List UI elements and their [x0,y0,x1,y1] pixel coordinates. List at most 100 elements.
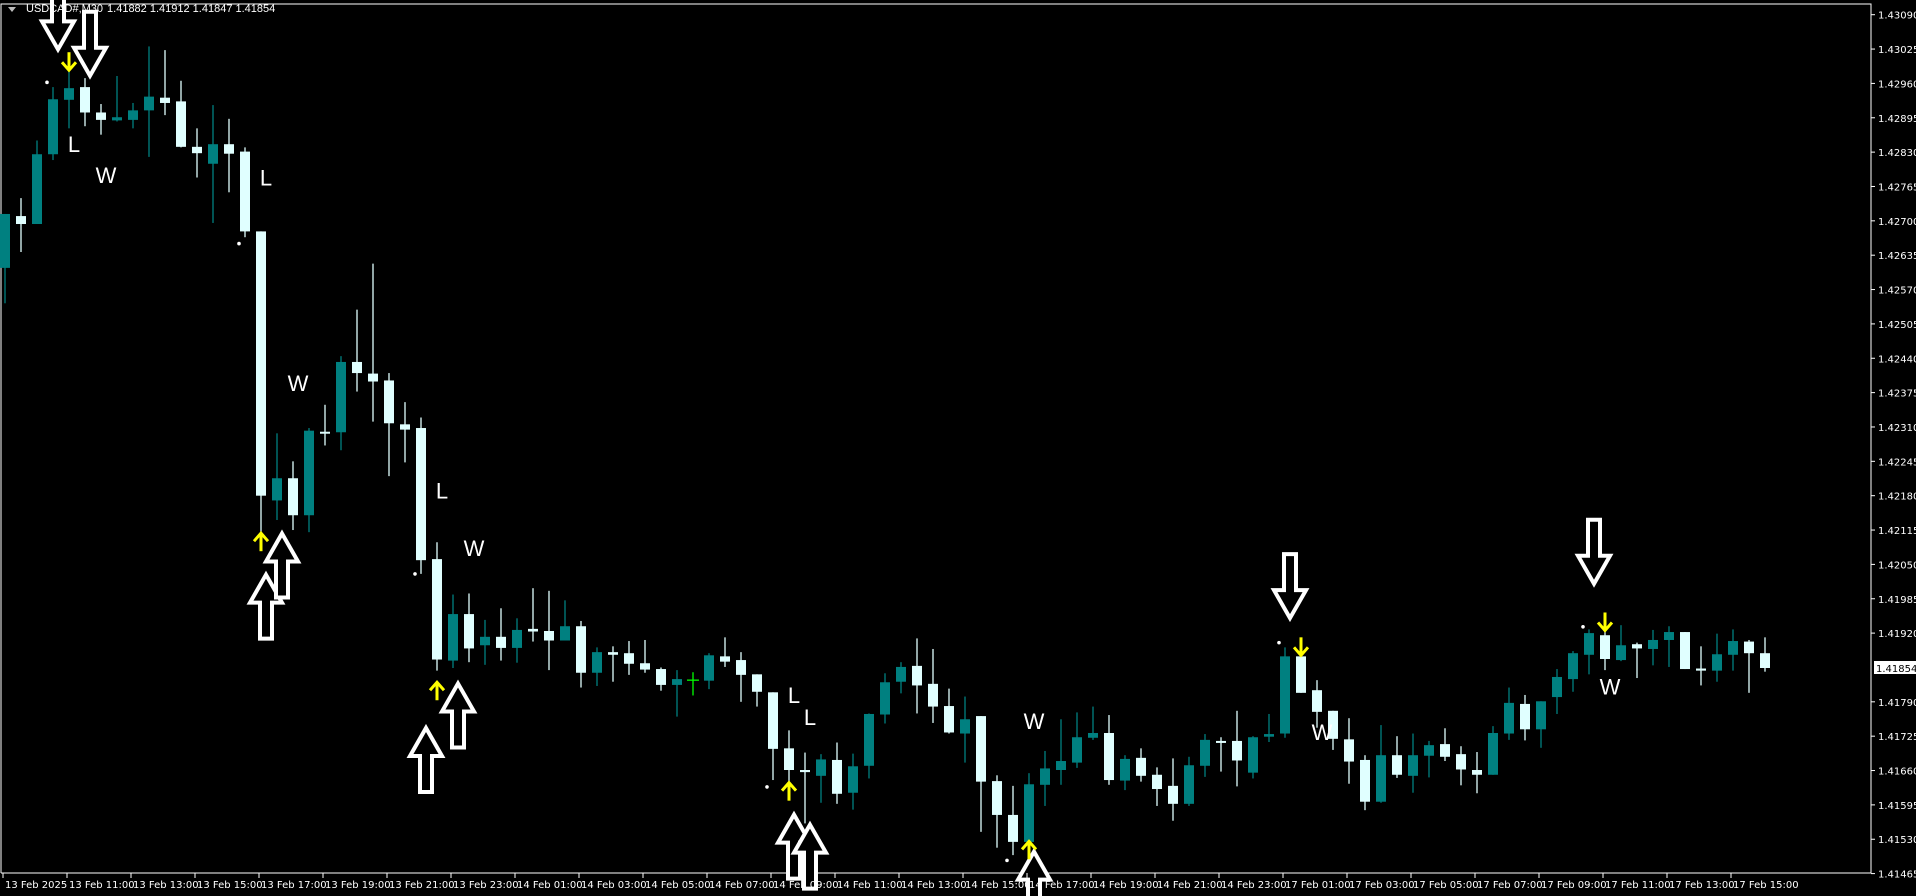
candle[interactable] [1648,629,1658,666]
candle[interactable] [528,588,538,642]
candle[interactable] [1440,728,1450,762]
candle[interactable] [1152,767,1162,806]
candle[interactable] [112,76,122,122]
candle[interactable] [432,542,442,671]
candle[interactable] [240,147,250,238]
candle[interactable] [928,648,938,723]
candle[interactable] [1168,758,1178,821]
candle[interactable] [800,752,810,824]
candle[interactable] [1040,750,1050,806]
candle[interactable] [592,647,602,686]
candle[interactable] [512,618,522,663]
candle[interactable] [1632,642,1642,679]
candle[interactable] [720,637,730,667]
candle[interactable] [1616,625,1626,662]
candle[interactable] [832,742,842,804]
candle[interactable] [368,263,378,422]
candle[interactable] [1296,656,1306,693]
candle[interactable] [1408,733,1418,793]
candle[interactable] [416,417,426,574]
candle[interactable] [784,730,794,784]
collapse-triangle-icon[interactable] [8,6,16,12]
candle[interactable] [608,646,618,682]
candle[interactable] [624,641,634,675]
candle[interactable] [1328,710,1338,750]
candle[interactable] [1088,706,1098,740]
candle[interactable] [208,105,218,223]
candle[interactable] [496,608,506,661]
candle[interactable] [256,231,266,539]
candle[interactable] [1568,651,1578,692]
candle[interactable] [192,128,202,178]
candle[interactable] [64,69,74,129]
candle[interactable] [896,662,906,694]
candle[interactable] [752,674,762,707]
candle[interactable] [912,638,922,714]
candle[interactable] [576,620,586,688]
candle[interactable] [320,404,330,446]
candle[interactable] [1552,669,1562,714]
candle[interactable] [880,673,890,724]
candle[interactable] [1600,629,1610,671]
candle[interactable] [32,140,42,225]
candle[interactable] [1264,713,1274,742]
candle[interactable] [1712,633,1722,682]
candle[interactable] [672,670,682,717]
candle[interactable] [288,461,298,531]
candle[interactable] [960,696,970,763]
candle[interactable] [687,672,699,696]
candle[interactable] [1728,629,1738,671]
candle[interactable] [1392,736,1402,778]
candle[interactable] [736,652,746,702]
candle[interactable] [848,753,858,810]
candle[interactable] [1376,725,1386,803]
candle[interactable] [1072,712,1082,768]
candle[interactable] [384,373,394,477]
candle[interactable] [16,198,26,253]
candle[interactable] [1680,632,1690,670]
candle[interactable] [1760,637,1770,672]
candle[interactable] [992,775,1002,848]
candle[interactable] [1024,773,1034,842]
candle[interactable] [1056,719,1066,785]
price-axis[interactable]: 1.43090 1.43025 1.42960 1.42895 1.42830 1.427… [1871,11,1916,881]
candle[interactable] [272,433,282,520]
candle[interactable] [1520,694,1530,741]
candle[interactable] [1488,726,1498,775]
candle[interactable] [976,716,986,832]
candle[interactable] [704,653,714,690]
candle[interactable] [1120,755,1130,791]
candle[interactable] [160,50,170,116]
candle[interactable] [944,688,954,734]
candle[interactable] [864,713,874,779]
candle[interactable] [0,213,10,304]
candle[interactable] [48,87,58,161]
candle[interactable] [656,667,666,691]
candle[interactable] [1360,755,1370,811]
candle[interactable] [560,600,570,641]
candle[interactable] [1280,647,1290,738]
candle[interactable] [1744,639,1754,693]
candle[interactable] [96,104,106,135]
candle[interactable] [1136,748,1146,782]
candle[interactable] [768,692,778,781]
candle[interactable] [144,46,154,157]
candle[interactable] [1248,736,1258,779]
candle[interactable] [1696,646,1706,686]
candle[interactable] [176,80,186,148]
candle[interactable] [1104,715,1114,785]
candle[interactable] [480,619,490,665]
candle[interactable] [1008,785,1018,856]
candle[interactable] [1184,756,1194,806]
candle[interactable] [1424,740,1434,778]
candle[interactable] [1232,710,1242,787]
candle[interactable] [352,309,362,392]
candle[interactable] [640,639,650,673]
candle[interactable] [304,428,314,533]
candle[interactable] [544,590,554,671]
candle[interactable] [1456,746,1466,786]
candle[interactable] [80,78,90,127]
candle[interactable] [1200,734,1210,777]
